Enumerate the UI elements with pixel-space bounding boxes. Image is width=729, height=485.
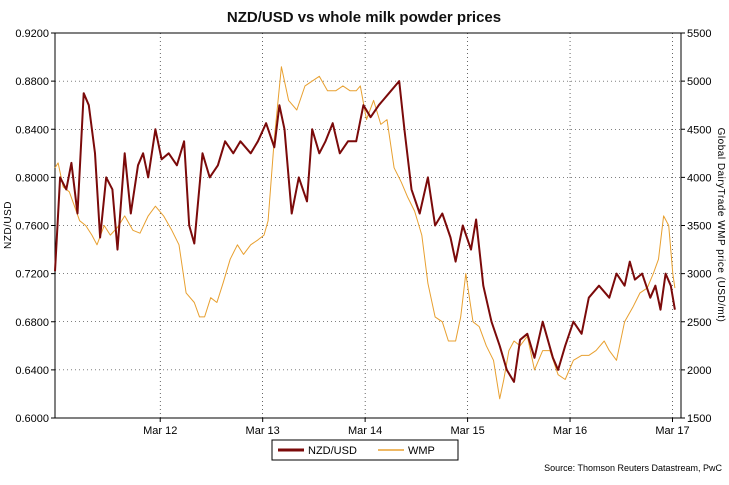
y-tick-label-left: 0.9200 <box>15 28 49 40</box>
x-tick-label: Mar 12 <box>143 425 177 437</box>
y-tick-label-right: 5000 <box>687 76 711 88</box>
y-axis-right-ticks: 1500 2000 2500 3000 3500 4000 4500 5000 5500 <box>681 28 711 425</box>
legend-label-wmp: WMP <box>408 445 435 457</box>
chart-title: NZD/USD vs whole milk powder prices <box>227 9 501 26</box>
y-axis-right-label: Global DairyTrade WMP price (USD/mt) <box>715 128 726 323</box>
y-tick-label-right: 3500 <box>687 221 711 233</box>
x-tick-label: Mar 15 <box>450 425 484 437</box>
y-tick-label-left: 0.6000 <box>15 413 49 425</box>
legend-label-nzdusd: NZD/USD <box>308 445 357 457</box>
legend-box <box>271 439 459 461</box>
y-tick-label-right: 2500 <box>687 317 711 329</box>
y-tick-label-left: 0.8800 <box>15 76 49 88</box>
y-tick-label-right: 4500 <box>687 124 711 136</box>
gridlines <box>55 33 681 418</box>
x-tick-label: Mar 17 <box>655 425 689 437</box>
source-note: Source: Thomson Reuters Datastream, PwC <box>544 463 722 473</box>
y-tick-label-right: 5500 <box>687 28 711 40</box>
y-tick-label-right: 4000 <box>687 172 711 184</box>
y-tick-label-left: 0.6400 <box>15 365 49 377</box>
x-tick-label: Mar 14 <box>348 425 382 437</box>
y-axis-left-ticks: 0.6000 0.6400 0.6800 0.7200 0.7600 0.8000 0.84… <box>15 28 55 425</box>
x-tick-label: Mar 13 <box>246 425 280 437</box>
legend: NZD/USD WMP <box>271 439 459 461</box>
y-tick-label-right: 2000 <box>687 365 711 377</box>
series-layer <box>54 66 676 400</box>
y-tick-label-right: 3000 <box>687 269 711 281</box>
series-line-nzdusd <box>54 80 676 383</box>
series-line-wmp <box>54 66 676 400</box>
x-axis-ticks: Mar 12 Mar 13 Mar 14 Mar 15 Mar 16 Mar 17 <box>143 418 690 437</box>
y-tick-label-left: 0.7200 <box>15 269 49 281</box>
y-tick-label-right: 1500 <box>687 413 711 425</box>
x-tick-label: Mar 16 <box>553 425 587 437</box>
y-axis-left-label: NZD/USD <box>3 201 14 249</box>
y-tick-label-left: 0.8400 <box>15 124 49 136</box>
y-tick-label-left: 0.8000 <box>15 172 49 184</box>
y-tick-label-left: 0.7600 <box>15 221 49 233</box>
y-tick-label-left: 0.6800 <box>15 317 49 329</box>
